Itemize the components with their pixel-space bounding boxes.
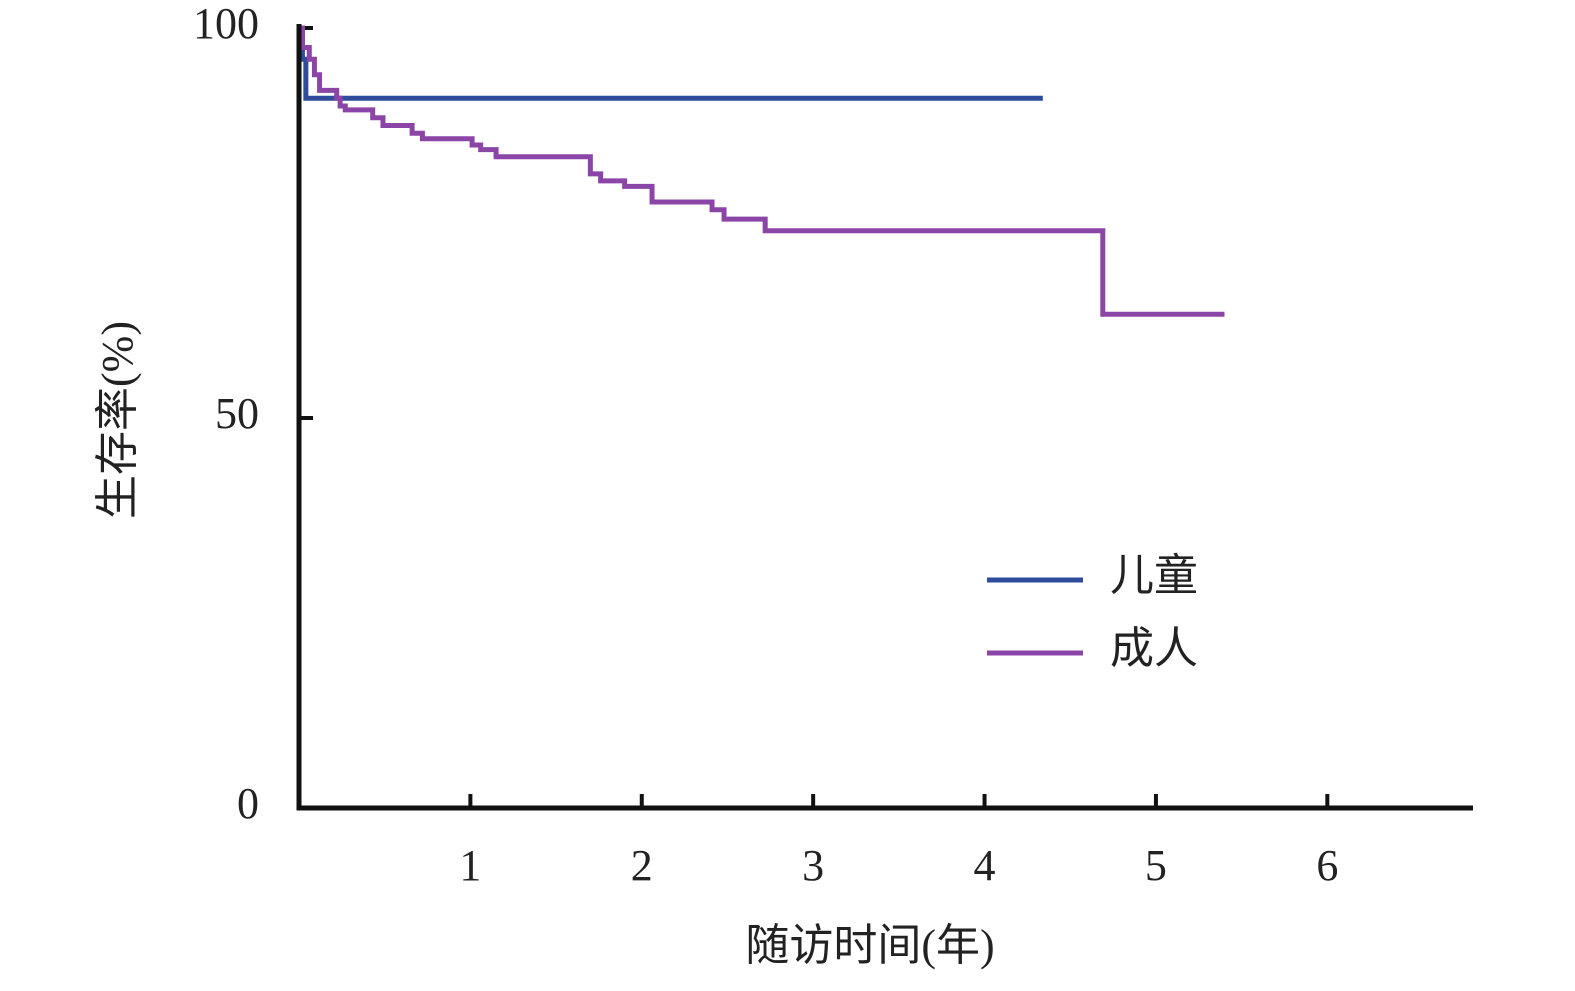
y-tick-label: 100 (193, 0, 259, 48)
x-tick-label: 2 (631, 841, 653, 890)
x-tick-label: 3 (802, 841, 824, 890)
axes (296, 24, 1473, 811)
x-axis-label: 随访时间(年) (745, 921, 994, 970)
x-tick-label: 4 (974, 841, 996, 890)
y-tick-label: 50 (215, 389, 259, 438)
y-tick-label: 0 (237, 779, 259, 828)
x-tick-label: 5 (1145, 841, 1167, 890)
x-tick-label: 6 (1316, 841, 1338, 890)
legend-label: 儿童 (1110, 551, 1198, 600)
survival-line (299, 25, 1043, 101)
legend-label: 成人 (1110, 624, 1198, 673)
x-tick-label: 1 (459, 841, 481, 890)
y-axis-label: 生存率(%) (93, 321, 142, 519)
survival-line (299, 25, 1225, 317)
